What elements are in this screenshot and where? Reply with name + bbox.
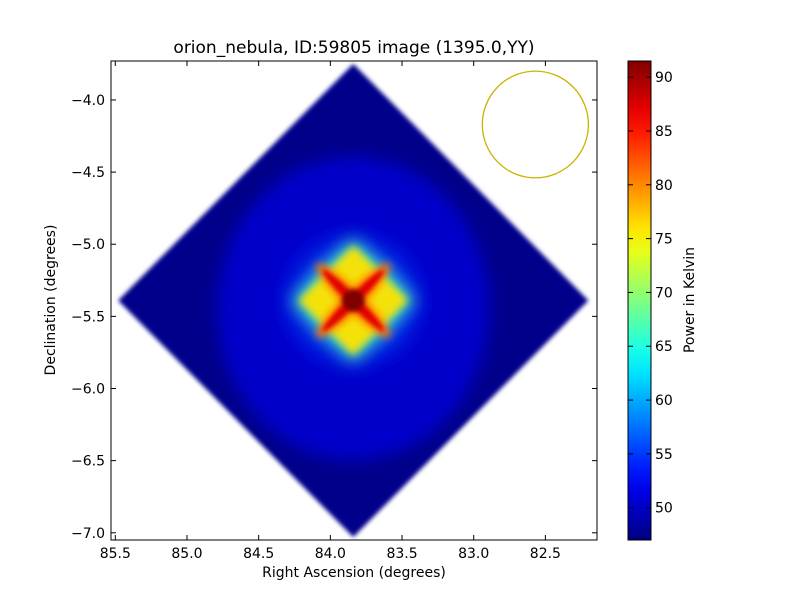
colorbar-tick-label: 60 [655,393,673,409]
colorbar-tick-label: 75 [655,232,673,248]
chart-title: orion_nebula, ID:59805 image (1395.0,YY) [173,38,534,58]
heatmap-image [118,63,590,538]
y-axis: −4.0 −4.5 −5.0 −5.5 −6.0 −6.5 −7.0 [71,93,597,542]
x-tick-label: 83.5 [386,546,417,562]
axes-frame [110,60,598,541]
y-tick-label: −5.0 [71,237,105,253]
colorbar-tick-label: 50 [655,501,673,517]
x-tick-label: 84.0 [315,546,346,562]
x-axis: 85.5 85.0 84.5 84.0 83.5 83.0 82.5 [100,61,561,562]
colorbar-tick-label: 70 [655,285,673,301]
colorbar-tick-label: 55 [655,447,673,463]
x-tick-label: 85.0 [171,546,202,562]
x-tick-label: 85.5 [100,546,131,562]
y-tick-label: −4.5 [71,165,105,181]
colorbar-tick-label: 65 [655,339,673,355]
x-tick-label: 82.5 [530,546,561,562]
y-axis-label: Declination (degrees) [43,225,59,376]
y-tick-label: −6.0 [71,382,105,398]
x-tick-label: 84.5 [243,546,274,562]
colorbar-axis: 50 55 60 65 70 75 80 85 90 [628,70,673,517]
beam-ellipse [481,70,590,179]
peak-core [341,289,365,312]
y-tick-label: −7.0 [71,526,105,542]
y-tick-label: −6.5 [71,454,105,470]
x-axis-label: Right Ascension (degrees) [262,565,446,581]
colorbar-label: Power in Kelvin [682,247,698,353]
x-tick-label: 83.0 [458,546,489,562]
colorbar [627,60,652,541]
emission-core [322,269,384,332]
colorbar-tick-label: 85 [655,124,673,140]
colorbar-tick-label: 90 [655,70,673,86]
y-tick-label: −4.0 [71,93,105,109]
colorbar-tick-label: 80 [655,178,673,194]
y-tick-label: −5.5 [71,309,105,325]
